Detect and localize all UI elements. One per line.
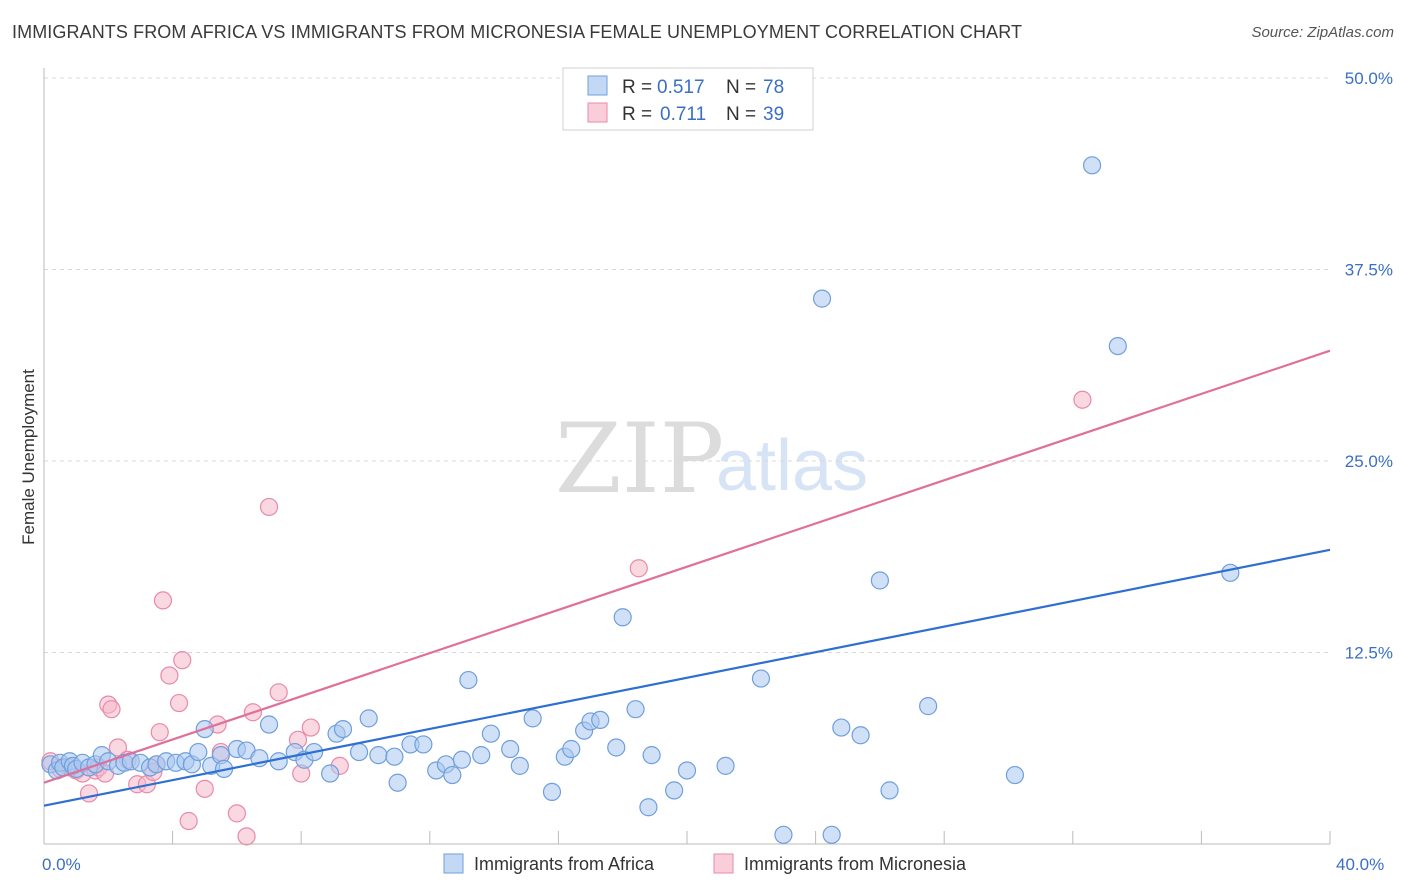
micronesia-point-10 [102, 700, 121, 719]
micronesia-point-5 [79, 784, 99, 803]
trend-lines [43, 349, 1331, 807]
africa-point-70 [774, 825, 793, 844]
micronesia-point-18 [153, 591, 173, 610]
micronesia-point-19 [160, 666, 179, 685]
micronesia-point-26 [227, 804, 246, 823]
africa-point-67 [677, 761, 697, 780]
micronesia-point-35 [629, 559, 648, 578]
africa-point-50 [472, 746, 491, 765]
africa-point-52 [501, 739, 520, 759]
legend-r-value-micronesia: 0.711 [660, 104, 706, 125]
legend-r-label-africa: R = [622, 77, 652, 98]
y-tick-label-0: 12.5% [1345, 644, 1393, 663]
y-tick-label-1: 25.0% [1345, 452, 1393, 471]
bottom-legend-label-micronesia: Immigrants from Micronesia [744, 854, 967, 874]
micronesia-point-33 [301, 718, 320, 737]
africa-point-76 [880, 781, 899, 800]
africa-point-47 [443, 765, 462, 785]
y-axis-title: Female Unemployment [19, 369, 38, 545]
africa-point-80 [1108, 337, 1127, 356]
series-africa-points [41, 156, 1240, 844]
africa-point-61 [607, 738, 626, 757]
africa-point-71 [812, 289, 832, 308]
africa-point-51 [481, 724, 500, 743]
x-ticks [43, 831, 1331, 844]
chart-title: IMMIGRANTS FROM AFRICA VS IMMIGRANTS FRO… [12, 22, 1023, 42]
africa-point-38 [349, 742, 369, 762]
micronesia-point-21 [173, 651, 192, 670]
africa-point-57 [562, 739, 581, 759]
series-legend: Immigrants from Africa Immigrants from M… [443, 853, 967, 874]
africa-point-60 [591, 710, 610, 730]
micronesia-trend-line [43, 349, 1331, 784]
africa-point-75 [870, 571, 890, 590]
y-tick-label-3: 50.0% [1345, 69, 1393, 88]
legend-n-label-africa: N = [726, 77, 756, 98]
micronesia-point-17 [150, 723, 169, 742]
legend-r-value-africa: 0.517 [657, 77, 705, 98]
africa-point-49 [459, 670, 478, 690]
watermark-zip: ZIP [555, 403, 724, 515]
micronesia-point-29 [259, 497, 279, 517]
watermark-atlas: atlas [716, 426, 868, 506]
africa-point-73 [832, 718, 851, 737]
micronesia-point-30 [269, 683, 288, 702]
africa-trend-line [43, 548, 1331, 807]
legend-swatch-africa [587, 75, 608, 96]
africa-point-48 [452, 750, 472, 769]
africa-point-62 [613, 608, 632, 627]
legend-n-label-micronesia: N = [726, 104, 756, 125]
micronesia-point-11 [108, 738, 128, 757]
legend-n-value-africa: 78 [763, 77, 784, 98]
legend-r-label-micronesia: R = [622, 104, 652, 125]
africa-point-74 [851, 726, 870, 745]
africa-point-65 [642, 746, 661, 765]
x-tick-label-min: 0.0% [42, 855, 81, 874]
micronesia-point-20 [169, 693, 189, 713]
africa-point-81 [1221, 563, 1240, 582]
africa-point-66 [665, 781, 684, 800]
bottom-legend-swatch-africa [443, 853, 464, 874]
africa-point-37 [333, 719, 353, 739]
legend-n-value-micronesia: 39 [763, 104, 784, 125]
africa-point-77 [919, 697, 938, 716]
africa-point-53 [510, 756, 529, 775]
africa-point-55 [542, 782, 562, 802]
source-credit: Source: ZipAtlas.com [1251, 24, 1394, 41]
africa-point-79 [1082, 156, 1102, 175]
africa-point-68 [716, 756, 735, 775]
africa-point-44 [414, 735, 433, 754]
micronesia-point-27 [237, 827, 256, 846]
micronesia-point-23 [195, 779, 214, 798]
bottom-legend-swatch-micronesia [713, 853, 734, 874]
legend-swatch-micronesia [587, 102, 608, 123]
africa-point-72 [822, 825, 841, 844]
africa-point-35 [321, 764, 340, 783]
africa-point-39 [359, 709, 378, 728]
africa-point-78 [1005, 765, 1025, 785]
x-tick-label-max: 40.0% [1336, 855, 1384, 874]
bottom-legend-label-africa: Immigrants from Africa [474, 854, 655, 874]
africa-point-64 [639, 798, 658, 817]
correlation-legend: R = 0.517 N = 78 R = 0.711 N = 39 [562, 67, 814, 131]
africa-point-40 [369, 746, 388, 765]
africa-point-63 [626, 700, 645, 719]
africa-point-22 [189, 742, 208, 762]
micronesia-point-36 [1073, 390, 1092, 409]
africa-point-69 [751, 669, 771, 688]
y-tick-labels: 12.5% 25.0% 37.5% 50.0% [1345, 69, 1393, 663]
y-tick-label-2: 37.5% [1345, 261, 1393, 280]
africa-point-42 [388, 773, 407, 792]
africa-point-30 [259, 715, 279, 734]
africa-point-41 [385, 747, 404, 766]
africa-point-54 [523, 709, 542, 728]
micronesia-point-22 [179, 811, 198, 831]
